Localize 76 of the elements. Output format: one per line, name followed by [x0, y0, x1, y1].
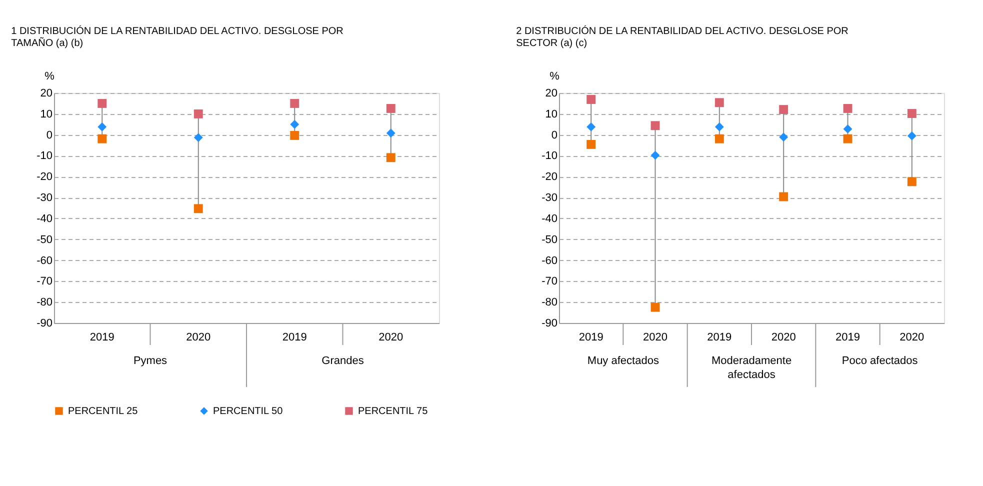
point	[290, 130, 300, 140]
point	[98, 98, 107, 108]
point	[714, 134, 724, 144]
chart-title: 1 DISTRIBUCIÓN DE LA RENTABILIDAD DEL ACTIVO. DESGLOSE POR TAMAÑO (a) (b)	[11, 25, 344, 49]
y-tick-label: -90	[36, 318, 52, 330]
y-tick-label: 20	[40, 88, 52, 100]
point	[650, 121, 660, 130]
x-tick-label: 2019	[282, 332, 307, 344]
point	[290, 98, 300, 108]
text: Poco afectados	[842, 355, 918, 367]
point	[779, 132, 788, 142]
point	[586, 140, 596, 149]
point	[290, 120, 300, 129]
point	[843, 134, 852, 144]
y-tick-label: -70	[36, 276, 52, 288]
y-tick-label: -10	[542, 150, 558, 162]
y-tick-label: 10	[40, 108, 52, 120]
point	[194, 133, 203, 142]
x-tick-label: 2020	[378, 332, 404, 344]
y-tick-label: -40	[542, 212, 558, 225]
x-tick-label: 2020	[186, 332, 211, 344]
y-tick-label: 20	[545, 88, 558, 100]
y-tick-label: 0	[551, 129, 558, 142]
point	[907, 109, 916, 118]
legend-label: PERCENTIL 25	[68, 406, 138, 417]
y-axis-title: %	[44, 70, 55, 82]
x-tick-label: 2020	[900, 332, 924, 344]
point	[586, 95, 596, 104]
y-tick-label: 0	[46, 129, 52, 142]
y-tick-label: -60	[36, 254, 52, 267]
y-tick-label: -20	[36, 171, 52, 184]
point	[714, 98, 724, 108]
y-axis-title: %	[550, 70, 560, 82]
point	[779, 192, 788, 202]
y-tick-label: -20	[542, 171, 558, 184]
chart-title: 2 DISTRIBUCIÓN DE LA RENTABILIDAD DEL ACTIVO. DESGLOSE POR SECTOR (a) (c)	[516, 25, 848, 49]
y-tick-label: 10	[545, 108, 558, 120]
text: Pymes	[133, 355, 168, 367]
y-tick-label: -40	[36, 212, 52, 225]
text: Moderadamente afectados	[711, 355, 792, 381]
point	[714, 122, 724, 132]
point	[194, 109, 203, 118]
x-tick-label: 2019	[90, 332, 114, 344]
x-tick-label: 2020	[643, 332, 668, 344]
x-tick-label: 2019	[707, 332, 732, 344]
point	[907, 131, 916, 140]
y-tick-label: -30	[36, 192, 52, 204]
text: Grandes	[322, 355, 364, 367]
x-tick-label: 2020	[771, 332, 796, 344]
y-tick-label: -50	[542, 234, 558, 246]
text: Muy afectados	[587, 355, 660, 367]
x-tick-label: 2019	[578, 332, 604, 344]
point	[779, 105, 788, 114]
y-tick-label: -10	[36, 150, 52, 162]
point	[386, 153, 396, 162]
y-tick-label: -70	[542, 276, 558, 288]
point	[843, 104, 852, 113]
y-tick-label: -30	[542, 192, 558, 204]
y-tick-label: -80	[36, 296, 52, 309]
point	[843, 124, 852, 134]
x-tick-label: 2019	[836, 332, 860, 344]
point	[98, 134, 107, 144]
y-tick-label: -50	[36, 234, 52, 246]
y-tick-label: -80	[542, 296, 558, 309]
point	[98, 122, 107, 132]
legend-label: PERCENTIL 50	[213, 406, 284, 417]
y-tick-label: -60	[542, 254, 558, 267]
legend-label: PERCENTIL 75	[358, 406, 428, 417]
point	[386, 104, 396, 113]
point	[386, 128, 396, 138]
y-tick-label: -90	[542, 318, 558, 330]
point	[650, 150, 660, 160]
point	[650, 302, 660, 312]
point	[586, 122, 596, 132]
point	[194, 204, 203, 214]
point	[907, 177, 916, 186]
